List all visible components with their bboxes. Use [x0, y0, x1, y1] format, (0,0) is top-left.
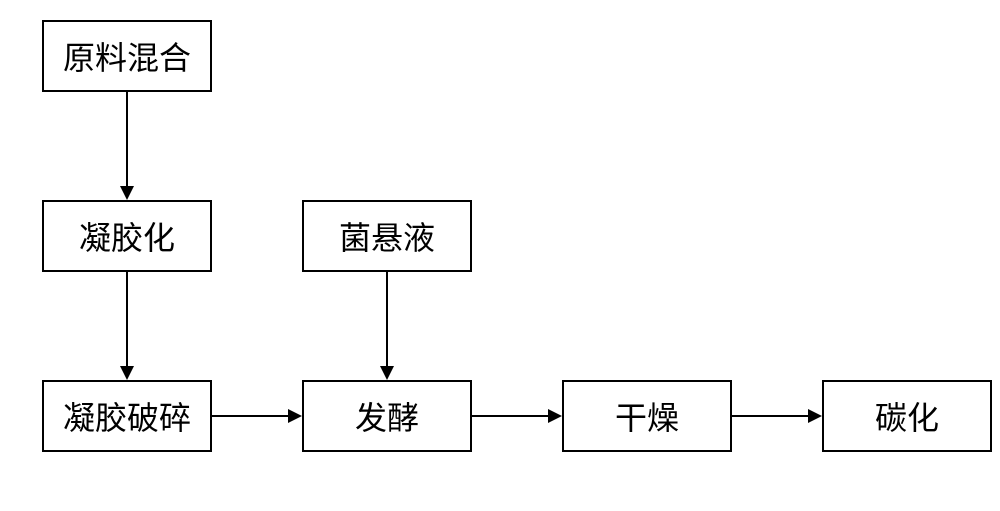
node-label: 干燥: [615, 393, 679, 439]
node-gelation: 凝胶化: [42, 200, 212, 272]
arrow-head-down-icon: [120, 366, 134, 380]
arrow-line: [126, 272, 128, 368]
node-gel-crushing: 凝胶破碎: [42, 380, 212, 452]
arrow-line: [732, 415, 810, 417]
arrow-line: [386, 272, 388, 368]
arrow-line: [472, 415, 550, 417]
node-raw-material-mix: 原料混合: [42, 20, 212, 92]
arrow-line: [126, 92, 128, 188]
node-label: 菌悬液: [339, 213, 435, 259]
arrow-head-down-icon: [120, 186, 134, 200]
node-label: 发酵: [355, 393, 419, 439]
node-label: 碳化: [875, 393, 939, 439]
node-drying: 干燥: [562, 380, 732, 452]
node-bacterial-suspension: 菌悬液: [302, 200, 472, 272]
node-label: 凝胶破碎: [63, 393, 191, 439]
node-fermentation: 发酵: [302, 380, 472, 452]
arrow-head-down-icon: [380, 366, 394, 380]
arrow-line: [212, 415, 290, 417]
arrow-head-right-icon: [288, 409, 302, 423]
arrow-head-right-icon: [548, 409, 562, 423]
node-label: 原料混合: [63, 33, 191, 79]
node-label: 凝胶化: [79, 213, 175, 259]
node-carbonization: 碳化: [822, 380, 992, 452]
arrow-head-right-icon: [808, 409, 822, 423]
